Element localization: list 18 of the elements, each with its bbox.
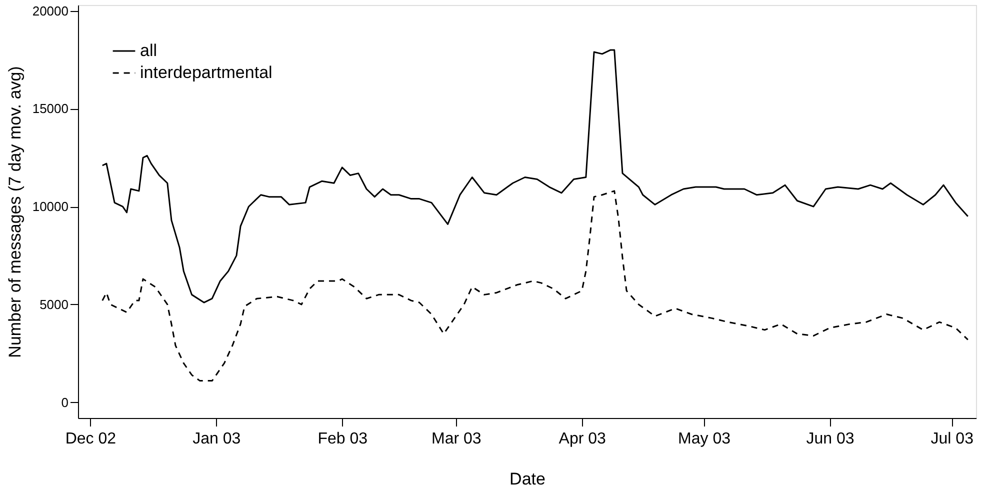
- x-axis-title: Date: [510, 470, 546, 488]
- x-tick-label: Jul 03: [930, 430, 974, 448]
- y-tick-label: 15000: [32, 101, 68, 116]
- x-tick-label: Feb 03: [318, 430, 368, 448]
- x-tick-label: Jan 03: [192, 430, 241, 448]
- y-axis-title: Number of messages (7 day mov. avg): [5, 66, 24, 358]
- legend-label: all: [140, 41, 158, 60]
- y-tick-label: 0: [61, 394, 68, 410]
- x-tick-label: Jun 03: [806, 430, 854, 448]
- y-tick-label: 10000: [32, 199, 68, 214]
- y-tick-label: 20000: [32, 3, 68, 18]
- y-tick-label: 5000: [40, 296, 68, 312]
- x-tick-label: Mar 03: [431, 430, 482, 448]
- x-tick-label: Apr 03: [558, 430, 606, 448]
- x-tick-label: May 03: [678, 430, 731, 448]
- line-series: [102, 190, 969, 382]
- legend-label: interdepartmental: [140, 63, 272, 82]
- x-tick-label: Dec 02: [65, 430, 116, 448]
